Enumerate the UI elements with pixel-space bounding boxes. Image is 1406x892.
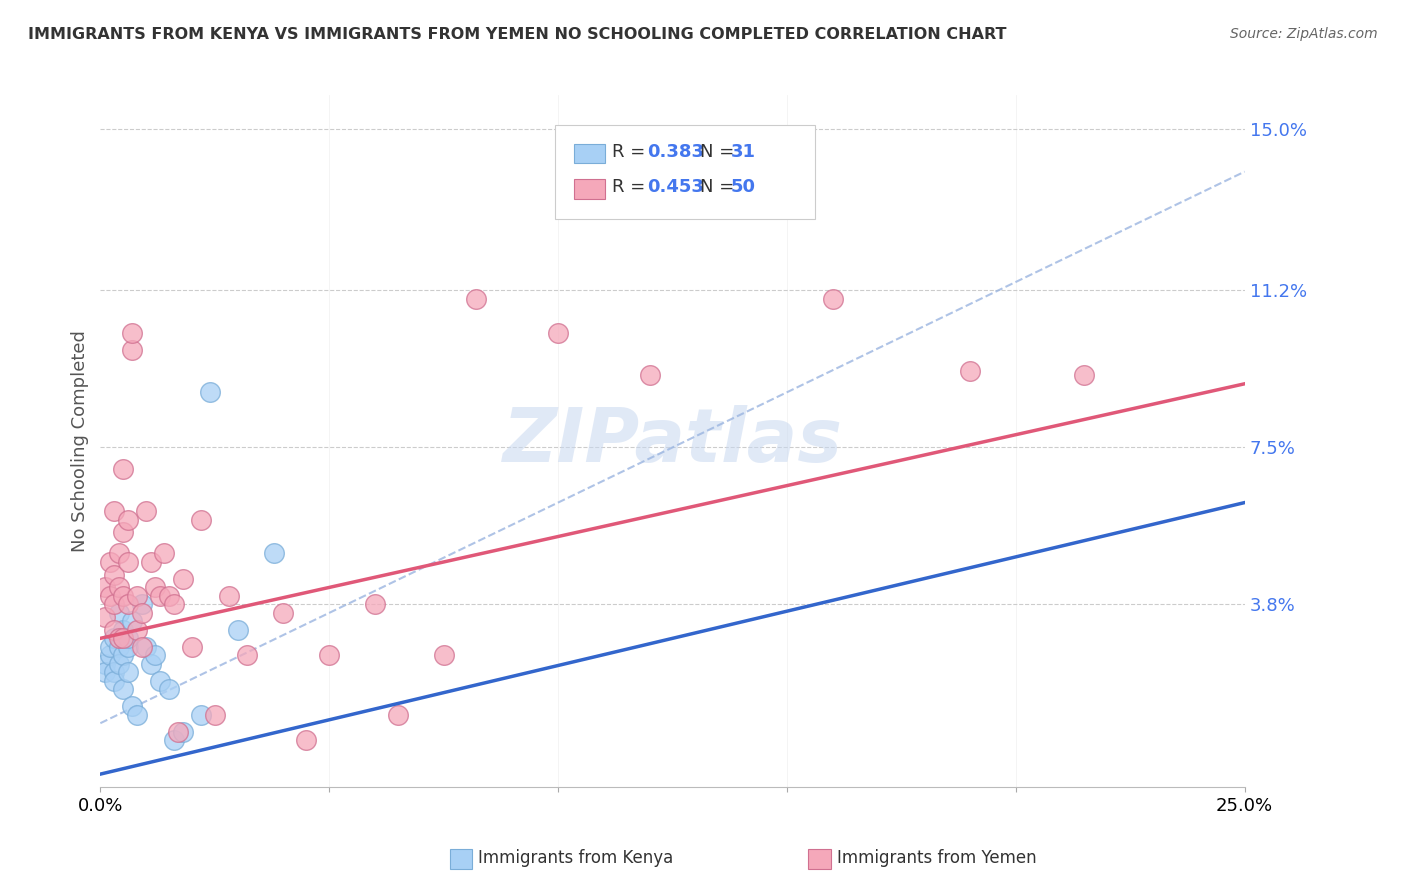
Point xyxy=(125,707,148,722)
Point xyxy=(139,555,162,569)
Point xyxy=(112,632,135,646)
Point xyxy=(638,368,661,383)
Point xyxy=(103,665,125,680)
Point xyxy=(112,682,135,697)
Point xyxy=(103,632,125,646)
Text: Immigrants from Yemen: Immigrants from Yemen xyxy=(837,849,1036,867)
Point xyxy=(94,581,117,595)
Point xyxy=(121,615,143,629)
Point xyxy=(125,623,148,637)
Point xyxy=(117,665,139,680)
Point xyxy=(103,567,125,582)
Point xyxy=(263,547,285,561)
Point xyxy=(295,733,318,747)
Point xyxy=(131,606,153,620)
Point xyxy=(190,707,212,722)
Point xyxy=(107,606,129,620)
Point xyxy=(387,707,409,722)
Point xyxy=(200,385,222,400)
Point xyxy=(218,589,240,603)
Point xyxy=(236,648,259,663)
Text: R =: R = xyxy=(612,143,651,161)
Point xyxy=(112,525,135,540)
Point xyxy=(117,555,139,569)
Text: 31: 31 xyxy=(731,143,756,161)
Point xyxy=(180,640,202,654)
Point xyxy=(112,589,135,603)
Point xyxy=(1073,368,1095,383)
Point xyxy=(121,699,143,714)
Point xyxy=(98,640,121,654)
Point xyxy=(821,292,844,306)
Text: ZIPatlas: ZIPatlas xyxy=(502,405,842,477)
Point xyxy=(135,640,157,654)
Point xyxy=(107,657,129,671)
Point xyxy=(112,648,135,663)
Point xyxy=(190,512,212,526)
Point xyxy=(162,598,184,612)
Point xyxy=(94,657,117,671)
Point xyxy=(149,673,172,688)
Text: 0.383: 0.383 xyxy=(647,143,704,161)
Point xyxy=(103,504,125,518)
Point xyxy=(131,598,153,612)
Point xyxy=(157,589,180,603)
Point xyxy=(204,707,226,722)
Point xyxy=(103,673,125,688)
Point xyxy=(139,657,162,671)
Point xyxy=(131,640,153,654)
Text: Source: ZipAtlas.com: Source: ZipAtlas.com xyxy=(1230,27,1378,41)
Point xyxy=(121,343,143,357)
Point xyxy=(318,648,340,663)
Point xyxy=(433,648,456,663)
Point xyxy=(226,623,249,637)
Point xyxy=(121,326,143,340)
Point xyxy=(107,581,129,595)
Point xyxy=(172,572,194,586)
Text: IMMIGRANTS FROM KENYA VS IMMIGRANTS FROM YEMEN NO SCHOOLING COMPLETED CORRELATIO: IMMIGRANTS FROM KENYA VS IMMIGRANTS FROM… xyxy=(28,27,1007,42)
Text: 50: 50 xyxy=(731,178,756,196)
Point xyxy=(135,504,157,518)
Point xyxy=(94,610,117,624)
Point xyxy=(959,364,981,378)
Text: R =: R = xyxy=(612,178,651,196)
Point xyxy=(143,581,166,595)
Text: N =: N = xyxy=(700,143,740,161)
Point xyxy=(273,606,295,620)
Point xyxy=(117,640,139,654)
Y-axis label: No Schooling Completed: No Schooling Completed xyxy=(72,330,89,552)
Point xyxy=(464,292,486,306)
Point xyxy=(98,589,121,603)
Text: 0.453: 0.453 xyxy=(647,178,703,196)
Point xyxy=(149,589,172,603)
Point xyxy=(103,623,125,637)
Point xyxy=(117,598,139,612)
Point xyxy=(167,724,190,739)
Point xyxy=(107,547,129,561)
Point xyxy=(112,461,135,475)
Point xyxy=(117,512,139,526)
Point xyxy=(107,640,129,654)
Point xyxy=(103,598,125,612)
Point xyxy=(364,598,387,612)
Point xyxy=(112,623,135,637)
Point xyxy=(143,648,166,663)
Text: Immigrants from Kenya: Immigrants from Kenya xyxy=(478,849,673,867)
Point xyxy=(153,547,176,561)
Point xyxy=(117,632,139,646)
Point xyxy=(98,555,121,569)
Point xyxy=(94,665,117,680)
Point xyxy=(172,724,194,739)
Point xyxy=(162,733,184,747)
Point xyxy=(98,648,121,663)
Point xyxy=(125,589,148,603)
Text: N =: N = xyxy=(700,178,740,196)
Point xyxy=(157,682,180,697)
Point xyxy=(107,632,129,646)
Point xyxy=(547,326,569,340)
